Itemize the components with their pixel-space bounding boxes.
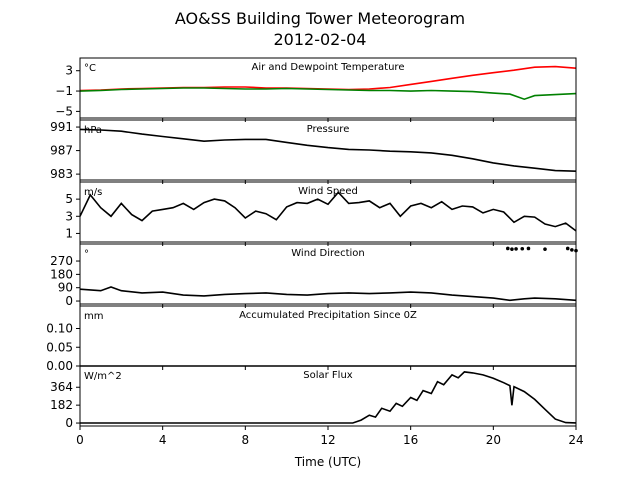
pressure-ytick-label-1: 987 <box>50 144 73 158</box>
temp-panel-title: Air and Dewpoint Temperature <box>252 62 405 73</box>
xtick-label-5: 20 <box>486 433 501 447</box>
precip-ytick-label-1: 0.05 <box>46 340 73 354</box>
wind_dir-point-5 <box>543 247 547 251</box>
temp-ytick-label-0: 3 <box>65 64 73 78</box>
wind_speed-ytick-label-1: 3 <box>65 209 73 223</box>
pressure-series-0-line <box>79 128 577 172</box>
wind_speed-panel-title: Wind Speed <box>298 186 358 197</box>
pressure-panel-title: Pressure <box>307 124 350 135</box>
pressure-ytick-label-0: 991 <box>50 120 73 134</box>
wind_speed-unit-label: m/s <box>84 187 102 198</box>
wind_dir-ytick-label-2: 90 <box>58 281 73 295</box>
panels-group: 3 −1 −5 °C Air and Dewpoint Temperature 991 98… <box>46 57 578 430</box>
wind_dir-ytick-label-1: 180 <box>50 267 73 281</box>
wind_speed-series-0-line <box>79 191 577 232</box>
precip-ytick-label-2: 0.00 <box>46 359 73 373</box>
xtick-label-0: 0 <box>76 433 84 447</box>
pressure-ytick-label-2: 983 <box>50 167 73 181</box>
temp-series-1-line <box>79 87 577 101</box>
chart-subtitle: 2012-02-04 <box>274 30 367 49</box>
wind_dir-ytick-label-0: 270 <box>50 254 73 268</box>
wind_dir-series-0-line <box>79 286 577 302</box>
wind_dir-point-4 <box>526 246 531 251</box>
wind_dir-point-7 <box>570 248 574 252</box>
solar-unit-label: W/m^2 <box>84 371 122 382</box>
solar-ytick-label-0: 364 <box>50 380 73 394</box>
wind_dir-unit-label: ° <box>84 249 89 260</box>
wind_speed-ytick-label-0: 5 <box>65 192 73 206</box>
xtick-label-4: 16 <box>403 433 418 447</box>
panel-precip: 0.10 0.05 0.00 mm Accumulated Precipitation … <box>46 305 577 373</box>
precip-panel-title: Accumulated Precipitation Since 0Z <box>239 310 417 321</box>
panel-temp: 3 −1 −5 °C Air and Dewpoint Temperature <box>55 57 577 122</box>
wind_dir-ytick-label-3: 0 <box>65 294 73 308</box>
x-axis-label: Time (UTC) <box>294 455 361 469</box>
pressure-unit-label: hPa <box>84 125 102 136</box>
precip-unit-label: mm <box>84 311 103 322</box>
xtick-label-2: 8 <box>242 433 250 447</box>
chart-title: AO&SS Building Tower Meteorogram <box>175 9 465 28</box>
xtick-label-1: 4 <box>159 433 167 447</box>
wind_speed-ytick-label-2: 1 <box>65 226 73 240</box>
temp-ytick-label-1: −1 <box>55 84 73 98</box>
wind_dir-point-6 <box>565 246 570 251</box>
wind_dir-point-0 <box>506 246 510 251</box>
panel-solar: 364 182 0 W/m^2 Solar Flux <box>50 365 577 430</box>
xtick-label-3: 12 <box>320 433 335 447</box>
solar-series-0-line <box>80 371 577 424</box>
panel-pressure: 991 987 983 hPa Pressure <box>50 119 577 184</box>
solar-ytick-label-1: 182 <box>50 398 73 412</box>
precip-ytick-label-0: 0.10 <box>46 322 73 336</box>
wind_dir-point-3 <box>520 246 525 251</box>
xtick-label-6: 24 <box>568 433 583 447</box>
solar-panel-title: Solar Flux <box>303 370 353 381</box>
x-axis: 0 4 8 12 16 20 24 <box>76 433 583 447</box>
panel-wind_speed: 5 3 1 m/s Wind Speed <box>65 181 577 246</box>
wind_dir-panel-title: Wind Direction <box>291 248 365 259</box>
temp-ytick-label-2: −5 <box>55 104 73 118</box>
wind_dir-point-1 <box>510 247 514 251</box>
wind_dir-point-2 <box>514 247 518 251</box>
solar-ytick-label-2: 0 <box>65 416 73 430</box>
temp-unit-label: °C <box>84 63 96 74</box>
